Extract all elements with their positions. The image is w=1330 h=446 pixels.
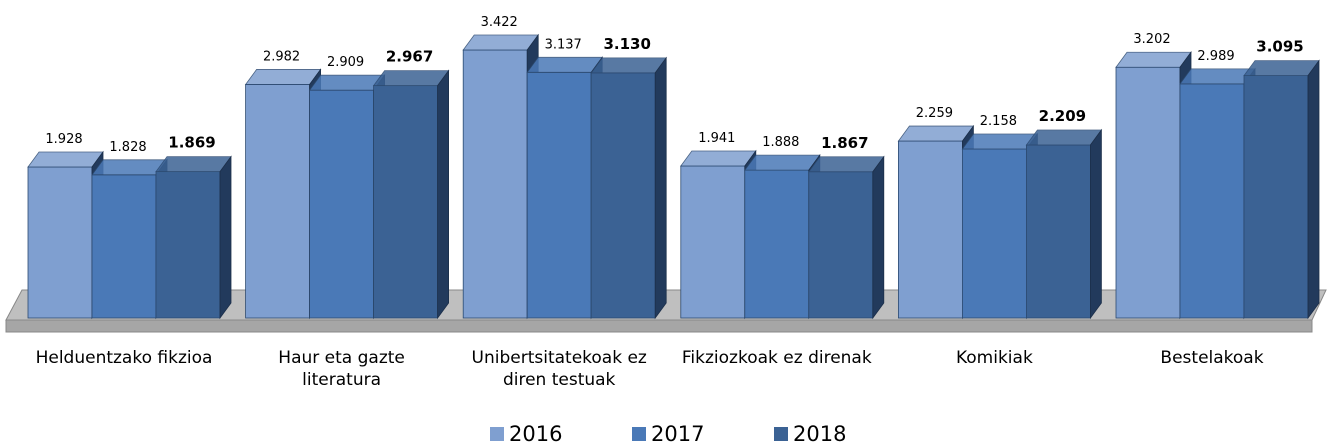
x-tick-label: Helduentzako fikzioa	[35, 348, 213, 368]
bar-top	[808, 156, 885, 173]
bar-top	[680, 150, 757, 167]
legend-label: 2016	[509, 422, 563, 446]
value-label: 1.869	[168, 134, 215, 152]
bar	[155, 171, 221, 319]
bar-top	[590, 57, 667, 74]
bar-top	[897, 125, 975, 142]
value-label: 2.909	[327, 55, 364, 70]
bar-top	[27, 151, 104, 168]
bar	[27, 166, 93, 319]
value-label: 1.941	[698, 131, 735, 146]
value-label: 1.828	[109, 140, 146, 155]
legend-swatch	[774, 427, 788, 441]
legend-swatch	[490, 427, 504, 441]
bar-top	[372, 70, 450, 87]
value-label: 3.095	[1256, 38, 1303, 56]
bar	[245, 84, 311, 319]
x-tick-label: Haur eta gazte literatura	[278, 348, 405, 390]
bar	[744, 169, 810, 319]
value-label: 2.259	[916, 106, 953, 121]
bar-top	[1025, 129, 1103, 146]
value-label: 2.158	[980, 114, 1017, 129]
bar	[373, 85, 439, 319]
bar	[898, 140, 963, 319]
bar-side	[437, 69, 450, 320]
bar-side	[1090, 128, 1102, 320]
value-label: 1.888	[762, 135, 799, 150]
bar-top	[462, 34, 539, 51]
bar-top	[526, 56, 603, 73]
x-tick-label: Bestelakoak	[1160, 348, 1264, 368]
bar-top	[1115, 51, 1192, 68]
bar	[91, 174, 157, 319]
value-label: 2.209	[1039, 107, 1086, 125]
bar	[680, 165, 746, 319]
bar	[462, 49, 528, 319]
value-label: 1.867	[821, 134, 868, 152]
value-label: 2.967	[386, 48, 433, 66]
bar-top	[1243, 60, 1320, 77]
x-tick-label: Komikiak	[955, 348, 1033, 368]
bar	[590, 72, 656, 319]
bar-side	[654, 56, 667, 320]
legend-item: 2016	[490, 422, 562, 446]
legend-item: 2018	[774, 422, 846, 446]
floor-edge	[5, 319, 1313, 333]
bar-side	[219, 155, 232, 320]
bar	[1243, 75, 1309, 319]
bar-side	[872, 155, 885, 320]
bar	[526, 71, 592, 319]
bar	[962, 148, 1027, 319]
x-tick-label: Unibertsitatekoak ez diren testuak	[471, 348, 647, 390]
legend-label: 2018	[793, 422, 847, 446]
value-label: 3.202	[1133, 32, 1170, 47]
bar	[1026, 144, 1091, 319]
value-label: 1.928	[45, 132, 82, 147]
bar-top	[244, 69, 322, 85]
bar	[808, 171, 874, 319]
value-label: 3.137	[545, 37, 582, 52]
value-label: 3.422	[481, 15, 518, 30]
value-label: 2.982	[263, 49, 300, 64]
bar	[309, 89, 375, 319]
bar	[1115, 66, 1181, 319]
bar-top	[744, 154, 821, 171]
bar-top	[155, 156, 232, 173]
legend-swatch	[632, 427, 646, 441]
bar-side	[1307, 59, 1320, 320]
legend-label: 2017	[651, 422, 705, 446]
value-label: 2.989	[1197, 49, 1234, 64]
legend-item: 2017	[632, 422, 704, 446]
bar	[1179, 83, 1245, 319]
value-label: 3.130	[603, 35, 650, 53]
x-tick-label: Fikziozkoak ez direnak	[681, 348, 872, 368]
